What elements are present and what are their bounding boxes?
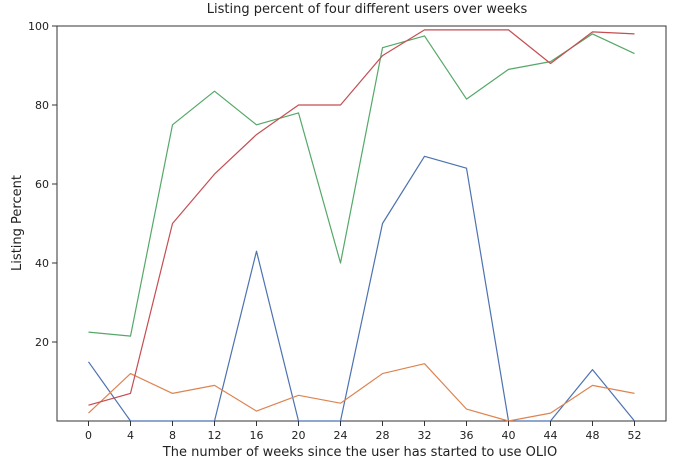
series-line-3 <box>88 33 635 337</box>
x-tick-label: 32 <box>418 429 432 442</box>
y-axis: 20 40 60 80 100 <box>28 20 57 349</box>
series-line-4 <box>88 29 635 406</box>
x-tick-label: 40 <box>502 429 516 442</box>
series-line-2 <box>88 363 635 422</box>
x-tick-label: 24 <box>334 429 348 442</box>
y-axis-label: Listing Percent <box>10 175 25 271</box>
x-tick-label: 52 <box>628 429 642 442</box>
x-tick-label: 12 <box>208 429 222 442</box>
x-tick-label: 48 <box>586 429 600 442</box>
x-tick-label: 44 <box>544 429 558 442</box>
x-tick-label: 8 <box>169 429 176 442</box>
plot-area <box>56 25 667 422</box>
x-tick-label: 20 <box>292 429 306 442</box>
x-axis: 0 4 8 12 16 20 24 28 32 36 40 44 48 52 <box>85 421 642 442</box>
y-tick-label: 60 <box>35 178 49 191</box>
y-tick-label: 40 <box>35 257 49 270</box>
x-tick-label: 16 <box>250 429 264 442</box>
x-axis-label: The number of weeks since the user has s… <box>162 445 557 460</box>
y-tick-label: 20 <box>35 336 49 349</box>
x-tick-label: 28 <box>376 429 390 442</box>
x-tick-label: 0 <box>85 429 92 442</box>
chart-title: Listing percent of four different users … <box>207 2 528 17</box>
x-tick-label: 36 <box>460 429 474 442</box>
y-tick-label: 80 <box>35 99 49 112</box>
series-layer <box>88 29 635 422</box>
series-line-1 <box>88 155 635 422</box>
plot-frame <box>56 25 667 422</box>
x-tick-label: 4 <box>127 429 134 442</box>
y-tick-label: 100 <box>28 20 49 33</box>
